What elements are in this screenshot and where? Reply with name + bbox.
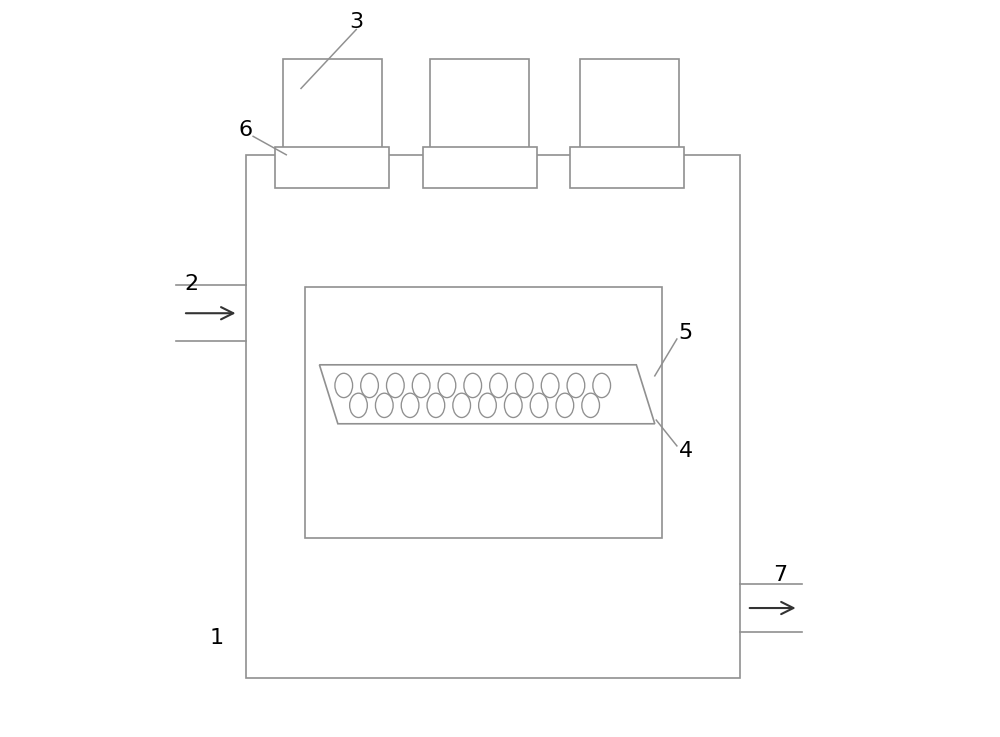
Ellipse shape xyxy=(556,394,574,417)
Ellipse shape xyxy=(412,374,430,398)
Ellipse shape xyxy=(438,374,456,398)
Bar xyxy=(423,147,537,188)
Bar xyxy=(283,59,382,155)
Polygon shape xyxy=(319,365,655,424)
Text: 5: 5 xyxy=(679,323,693,343)
Bar xyxy=(246,155,740,678)
Text: 3: 3 xyxy=(349,12,363,32)
Ellipse shape xyxy=(479,394,496,417)
Ellipse shape xyxy=(567,374,585,398)
Ellipse shape xyxy=(582,394,599,417)
Text: 7: 7 xyxy=(773,565,787,585)
Ellipse shape xyxy=(335,374,353,398)
Bar xyxy=(275,147,389,188)
Bar xyxy=(305,287,662,538)
Bar xyxy=(580,59,679,155)
Text: 2: 2 xyxy=(185,273,199,294)
Ellipse shape xyxy=(427,394,445,417)
Bar xyxy=(570,147,684,188)
Ellipse shape xyxy=(387,374,404,398)
Ellipse shape xyxy=(504,394,522,417)
Text: 6: 6 xyxy=(239,120,253,141)
Bar xyxy=(430,59,529,155)
Ellipse shape xyxy=(350,394,367,417)
Ellipse shape xyxy=(401,394,419,417)
Ellipse shape xyxy=(541,374,559,398)
Ellipse shape xyxy=(515,374,533,398)
Text: 4: 4 xyxy=(679,441,693,461)
Ellipse shape xyxy=(464,374,482,398)
Ellipse shape xyxy=(490,374,507,398)
Ellipse shape xyxy=(530,394,548,417)
Ellipse shape xyxy=(375,394,393,417)
Ellipse shape xyxy=(593,374,611,398)
Text: 1: 1 xyxy=(209,627,223,648)
Ellipse shape xyxy=(361,374,378,398)
Ellipse shape xyxy=(453,394,471,417)
